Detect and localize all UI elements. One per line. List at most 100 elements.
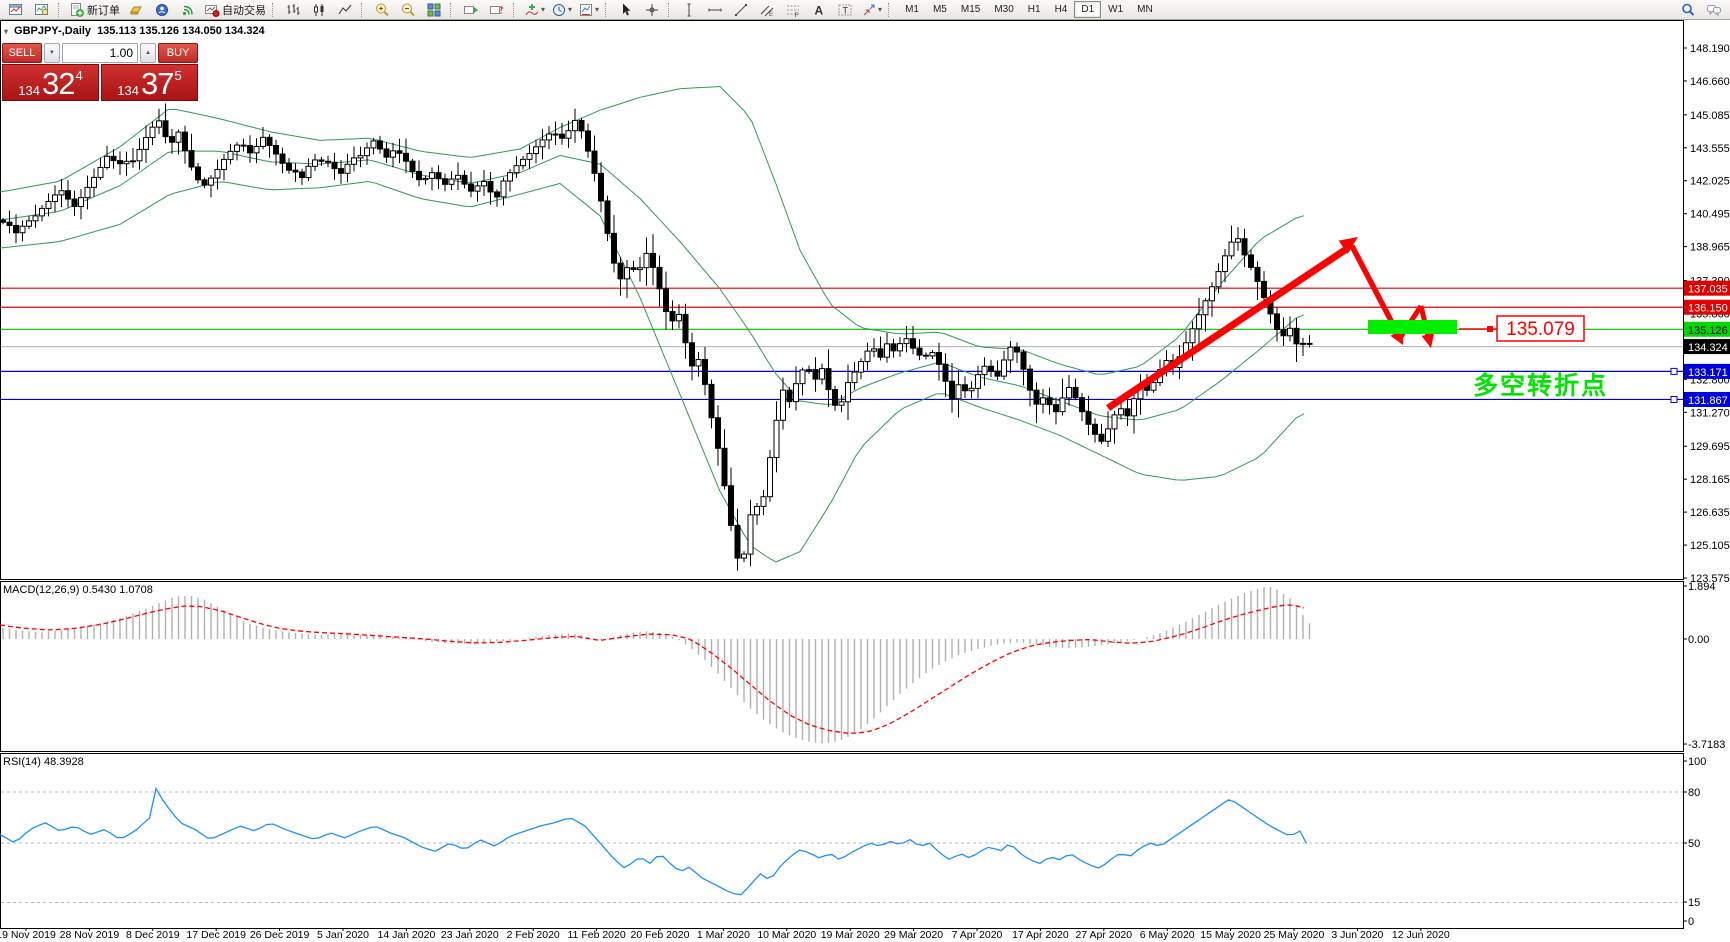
bearish-move-arrow[interactable] bbox=[1349, 244, 1401, 336]
date-axis-label: 1 Mar 2020 bbox=[697, 929, 750, 941]
rsi-label: RSI(14) 48.3928 bbox=[3, 756, 84, 768]
date-axis-label: 26 Dec 2019 bbox=[250, 929, 310, 941]
candle bbox=[299, 171, 305, 179]
price-callout-box[interactable] bbox=[1496, 315, 1585, 342]
toolbar-text-button[interactable]: A bbox=[806, 0, 832, 20]
timeframe-button-M15[interactable]: M15 bbox=[954, 1, 987, 18]
buy-button[interactable]: BUY bbox=[158, 43, 198, 63]
candle bbox=[611, 232, 617, 264]
candle bbox=[942, 363, 949, 382]
volume-decrease-button[interactable]: ▼ bbox=[43, 43, 60, 63]
timeframe-button-MN[interactable]: MN bbox=[1130, 1, 1160, 18]
toolbar-bar-chart-button[interactable] bbox=[280, 0, 306, 20]
candle bbox=[624, 267, 630, 280]
candle bbox=[1118, 408, 1124, 416]
candle bbox=[455, 174, 461, 180]
candle bbox=[799, 369, 806, 385]
candle bbox=[845, 382, 851, 403]
candle bbox=[715, 417, 721, 449]
candle bbox=[968, 387, 975, 392]
chart-collapse-icon[interactable]: ▾ bbox=[4, 26, 9, 36]
candle bbox=[292, 169, 299, 173]
candle bbox=[253, 145, 260, 154]
price-axis-tick: 125.105 bbox=[1690, 540, 1730, 552]
bullish-trend-arrow[interactable] bbox=[1106, 245, 1350, 411]
toolbar-text-label-button[interactable]: T bbox=[832, 0, 858, 20]
support-zone-rectangle[interactable] bbox=[1368, 320, 1457, 334]
toolbar-arrows-button[interactable]: ▾ bbox=[858, 0, 885, 20]
toolbar-zoom-in-button[interactable] bbox=[369, 0, 395, 20]
timeframe-button-M5[interactable]: M5 bbox=[926, 1, 954, 18]
toolbar-separator bbox=[668, 2, 673, 17]
toolbar-chart-profile-button[interactable] bbox=[29, 0, 55, 20]
timeframe-button-H4[interactable]: H4 bbox=[1048, 1, 1075, 18]
price-pane bbox=[0, 20, 1684, 580]
chart-symbol-period: GBPJPY-,Daily bbox=[14, 25, 92, 37]
toolbar-chat-button[interactable] bbox=[1701, 0, 1727, 20]
toolbar-autotrading-button[interactable]: 自动交易 bbox=[201, 0, 269, 20]
chart-ohlc-readout: 135.113 135.126 134.050 134.324 bbox=[97, 25, 265, 37]
chat-icon bbox=[1706, 2, 1722, 18]
date-axis-label: 3 Jun 2020 bbox=[1331, 929, 1383, 941]
candle bbox=[240, 144, 247, 147]
toolbar-tile-windows-button[interactable] bbox=[421, 0, 447, 20]
timeframe-button-M30[interactable]: M30 bbox=[987, 1, 1020, 18]
toolbar-candle-chart-button[interactable] bbox=[306, 0, 332, 20]
toolbar-signals-button[interactable] bbox=[175, 0, 201, 20]
toolbar-auto-scroll-button[interactable] bbox=[458, 0, 484, 20]
price-axis-tick: 131.270 bbox=[1690, 407, 1730, 419]
toolbar-indicators-button[interactable]: ▾ bbox=[521, 0, 548, 20]
date-axis-label: 25 May 2020 bbox=[1264, 929, 1325, 941]
toolbar-search-button[interactable] bbox=[1675, 0, 1701, 20]
candle bbox=[448, 178, 455, 185]
toolbar-hline-button[interactable] bbox=[702, 0, 728, 20]
candle bbox=[1280, 328, 1287, 337]
chevron-down-icon: ▾ bbox=[568, 5, 573, 14]
rsi-axis-tick: 50 bbox=[1688, 838, 1700, 850]
candle bbox=[689, 342, 695, 367]
toolbar-channel-button[interactable]: E bbox=[754, 0, 780, 20]
toolbar-cursor-button[interactable] bbox=[613, 0, 639, 20]
candle bbox=[656, 266, 663, 290]
volume-increase-button[interactable]: ▲ bbox=[140, 43, 157, 63]
candle bbox=[1072, 386, 1079, 399]
candle bbox=[318, 159, 325, 162]
candle bbox=[195, 166, 201, 181]
toolbar-fibonacci-button[interactable]: F bbox=[780, 0, 806, 20]
toolbar-new-chart-button[interactable] bbox=[3, 0, 29, 20]
price-tag-text: 133.171 bbox=[1688, 367, 1728, 379]
turning-point-note[interactable]: 多空转折点 bbox=[1473, 371, 1608, 400]
timeframe-button-W1[interactable]: W1 bbox=[1101, 1, 1130, 18]
volume-input[interactable] bbox=[62, 43, 138, 63]
toolbar-periods-button[interactable]: ▾ bbox=[548, 0, 575, 20]
toolbar-community-button[interactable] bbox=[149, 0, 175, 20]
toolbar-new-order-button[interactable]: 新订单 bbox=[66, 0, 123, 20]
timeframe-button-H1[interactable]: H1 bbox=[1021, 1, 1048, 18]
toolbar-crosshair-button[interactable] bbox=[639, 0, 665, 20]
toolbar-zoom-out-button[interactable] bbox=[395, 0, 421, 20]
buy-price-button[interactable]: 134 37 5 bbox=[101, 64, 198, 101]
toolbar-gold-block-button[interactable] bbox=[123, 0, 149, 20]
search-icon bbox=[1680, 2, 1696, 18]
date-axis-label: 17 Dec 2019 bbox=[186, 929, 246, 941]
toolbar-line-chart-button[interactable] bbox=[332, 0, 358, 20]
toolbar-trendline-button[interactable] bbox=[728, 0, 754, 20]
line-handle[interactable] bbox=[1670, 367, 1678, 375]
candle bbox=[1300, 342, 1306, 345]
toolbar-vline-button[interactable] bbox=[676, 0, 702, 20]
line-handle[interactable] bbox=[1670, 395, 1678, 403]
candle bbox=[877, 348, 884, 358]
candle bbox=[910, 338, 916, 349]
sell-price-button[interactable]: 134 32 4 bbox=[2, 64, 99, 101]
toolbar-templates-button[interactable]: ▾ bbox=[575, 0, 602, 20]
toolbar-chart-shift-button[interactable] bbox=[484, 0, 510, 20]
candle bbox=[981, 365, 988, 376]
timeframe-button-M1[interactable]: M1 bbox=[898, 1, 926, 18]
candle bbox=[26, 220, 32, 227]
zoom-in-icon bbox=[374, 2, 390, 18]
sell-button[interactable]: SELL bbox=[2, 43, 42, 63]
candle bbox=[741, 553, 747, 559]
price-tag-text: 131.867 bbox=[1688, 395, 1728, 407]
timeframe-button-D1[interactable]: D1 bbox=[1074, 1, 1102, 18]
